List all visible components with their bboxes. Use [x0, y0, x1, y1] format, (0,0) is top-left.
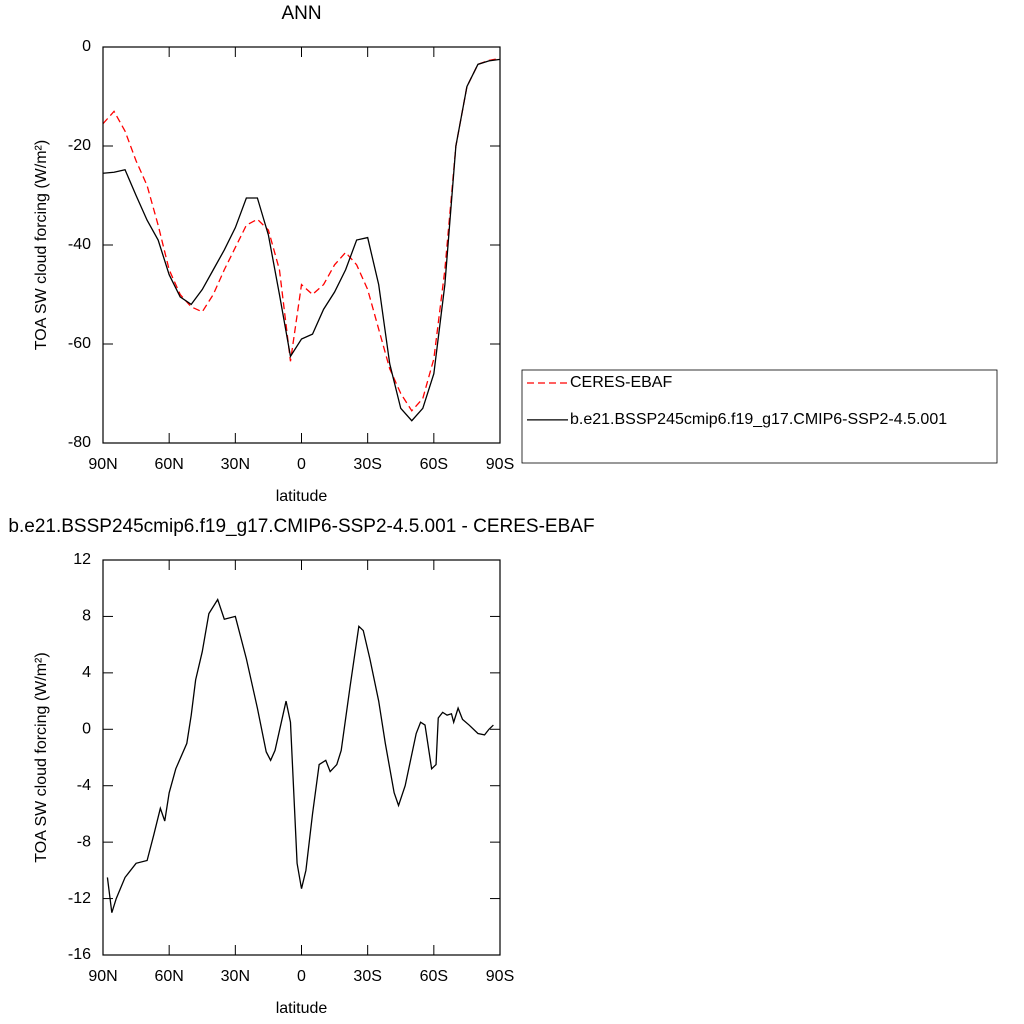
- x-tick-label: 90N: [88, 968, 117, 985]
- line-series: [106, 597, 494, 913]
- y-tick-label: -4: [77, 777, 91, 794]
- x-axis-label: latitude: [276, 1000, 328, 1017]
- x-tick-label: 60S: [420, 968, 448, 985]
- x-tick-label: 90S: [486, 456, 514, 473]
- x-tick-label: 30N: [221, 456, 250, 473]
- x-tick-label: 60N: [154, 456, 183, 473]
- y-tick-label: -40: [68, 236, 91, 253]
- y-tick-label: -16: [68, 946, 91, 963]
- line-series: [102, 58, 501, 422]
- y-tick-label: 0: [82, 721, 91, 738]
- legend-label: b.e21.BSSP245cmip6.f19_g17.CMIP6-SSP2-4.…: [570, 411, 947, 428]
- y-tick-label: 4: [82, 664, 91, 681]
- chart-title: b.e21.BSSP245cmip6.f19_g17.CMIP6-SSP2-4.…: [8, 516, 594, 537]
- line-series: [102, 57, 501, 412]
- x-tick-label: 30S: [353, 968, 381, 985]
- y-tick-label: -12: [68, 890, 91, 907]
- x-tick-label: 0: [297, 968, 306, 985]
- y-tick-label: 8: [82, 608, 91, 625]
- y-tick-label: 12: [73, 551, 91, 568]
- y-tick-label: 0: [82, 38, 91, 55]
- plot-frame: [102, 559, 501, 956]
- legend-label: CERES-EBAF: [570, 374, 672, 391]
- x-tick-label: 90S: [486, 968, 514, 985]
- plot-frame: [102, 46, 501, 444]
- y-tick-label: -60: [68, 335, 91, 352]
- x-tick-label: 60S: [420, 456, 448, 473]
- x-tick-label: 30N: [221, 968, 250, 985]
- x-axis-label: latitude: [276, 488, 328, 505]
- y-tick-label: -8: [77, 833, 91, 850]
- y-axis-label: TOA SW cloud forcing (W/m²): [33, 140, 50, 350]
- x-tick-label: 60N: [154, 968, 183, 985]
- chart-title: ANN: [281, 3, 321, 24]
- y-tick-label: -80: [68, 434, 91, 451]
- y-axis-label: TOA SW cloud forcing (W/m²): [33, 652, 50, 862]
- legend-box: [521, 369, 998, 464]
- x-tick-label: 90N: [88, 456, 117, 473]
- y-tick-label: -20: [68, 137, 91, 154]
- x-tick-label: 30S: [353, 456, 381, 473]
- x-tick-label: 0: [297, 456, 306, 473]
